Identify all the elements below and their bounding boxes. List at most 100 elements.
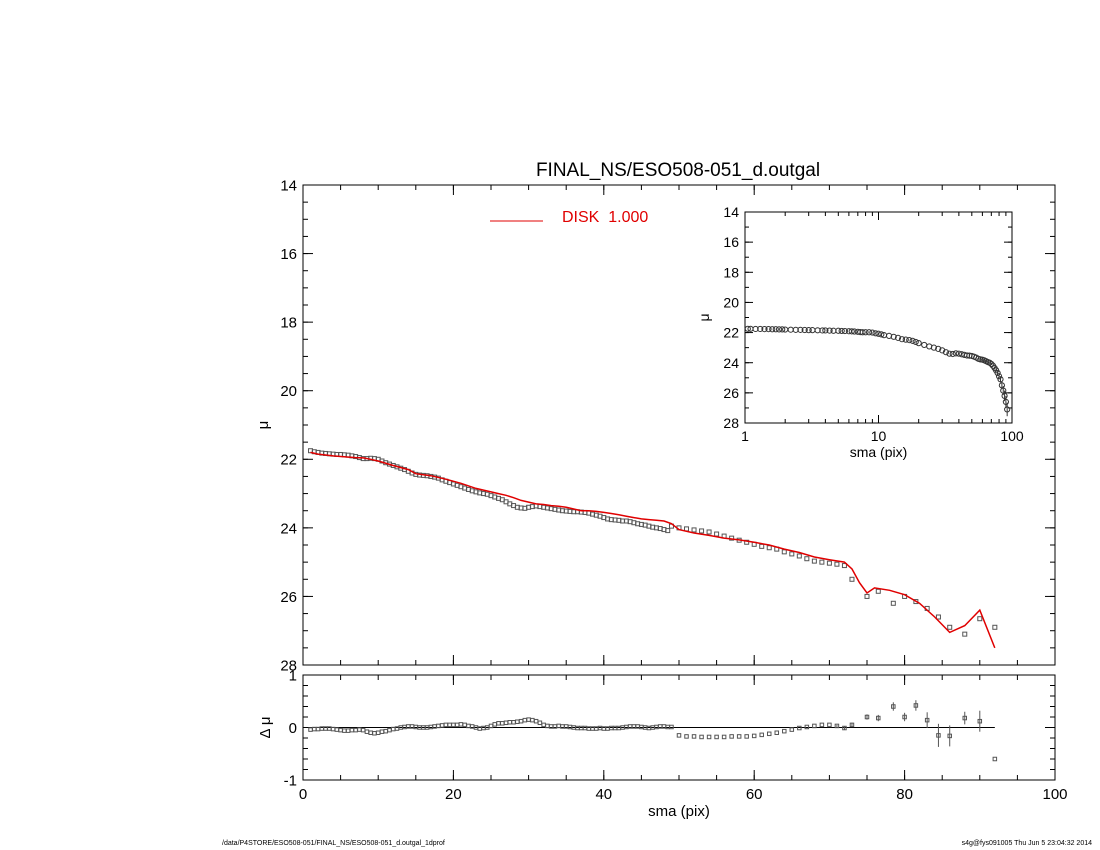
main-data-point	[759, 543, 765, 549]
residual-data-point	[819, 722, 825, 728]
residual-data-point	[721, 734, 727, 740]
residual-data-point	[759, 732, 764, 738]
main-data-point	[826, 560, 832, 566]
residual-data-point	[541, 722, 546, 728]
inset-panel: 14 16 18 20 22 24 26 281 10 100 μ sma (pix)	[696, 204, 1024, 460]
inset-y-tick-label: 14	[723, 204, 739, 220]
inset-data-point	[765, 326, 772, 333]
residual-x-tick-label: 20	[445, 786, 462, 803]
inset-data-point	[744, 325, 751, 332]
residual-data-point	[834, 723, 840, 729]
residual-data-point	[977, 718, 983, 724]
main-data-point	[890, 600, 896, 606]
main-y-axis-label: μ	[255, 421, 272, 430]
inset-y-tick-label: 26	[723, 385, 739, 401]
main-data-point	[665, 528, 671, 534]
residual-data-point	[375, 730, 381, 735]
residual-data-point	[360, 727, 366, 733]
residual-data-point	[876, 715, 881, 721]
residual-data-point	[612, 725, 618, 731]
main-data-point	[864, 593, 870, 599]
residual-data-point	[609, 725, 614, 731]
main-data-point	[977, 616, 983, 622]
residual-data-point	[744, 734, 749, 739]
residual-data-point	[992, 756, 998, 762]
residual-data-point	[729, 734, 734, 739]
residual-data-point	[842, 725, 847, 731]
inset-data-point	[869, 329, 876, 336]
inset-data-point	[952, 350, 960, 357]
residual-data-point	[458, 722, 464, 727]
residual-data-point	[676, 733, 682, 738]
inset-data-point	[915, 340, 922, 347]
inset-data-point	[792, 326, 799, 333]
inset-data-point	[946, 350, 953, 357]
residual-data-point	[699, 734, 704, 740]
residual-data-point	[462, 722, 467, 728]
residual-data-point	[503, 720, 509, 726]
inset-data-point	[819, 327, 826, 334]
inset-data-point	[1004, 406, 1011, 413]
residual-data-point	[962, 715, 968, 721]
inset-y-axis-label: μ	[696, 313, 712, 321]
residual-x-tick-label: 40	[595, 786, 612, 803]
inset-x-axis-label: sma (pix)	[850, 444, 908, 460]
residual-data-point	[582, 725, 588, 731]
inset-data-point	[761, 326, 768, 333]
residual-data-point	[402, 724, 407, 730]
main-y-tick-label: 18	[280, 315, 297, 332]
inset-data-point	[875, 330, 882, 337]
residual-data-point	[496, 721, 501, 726]
residual-x-tick-label: 60	[746, 786, 763, 803]
residual-data-point	[624, 724, 629, 730]
main-y-tick-label: 14	[280, 177, 297, 194]
residual-data-point	[669, 724, 674, 730]
residual-data-point	[797, 725, 802, 731]
main-data-point	[691, 527, 697, 533]
main-data-point	[766, 545, 772, 551]
main-data-point	[804, 556, 810, 562]
main-legend: DISK 1.000	[490, 209, 648, 226]
residual-data-point	[357, 727, 362, 732]
residual-data-point	[597, 725, 603, 731]
main-data-point	[834, 561, 840, 567]
main-data-point	[699, 528, 705, 534]
main-y-tick-label: 26	[280, 589, 297, 606]
residual-data-point	[891, 704, 896, 709]
inset-x-tick-label: 10	[871, 428, 887, 444]
inset-data-point	[769, 326, 776, 333]
residual-data-point	[447, 722, 452, 728]
residual-x-tick-label: 100	[1042, 786, 1067, 803]
residual-data-point	[353, 727, 358, 733]
residual-data-point	[812, 723, 817, 729]
residual-x-axis-label: sma (pix)	[648, 803, 710, 820]
residual-data-point	[684, 734, 689, 739]
residual-y-tick-label: 0	[289, 720, 297, 737]
footer-timestamp: s4g@fys091005 Thu Jun 5 23:04:32 2014	[961, 840, 1092, 847]
inset-data-point	[942, 349, 950, 356]
residual-data-point	[567, 724, 573, 730]
residual-data-point	[349, 727, 355, 733]
inset-data-point	[872, 330, 879, 337]
main-data-point	[744, 539, 750, 545]
main-data-point	[849, 576, 855, 582]
inset-data-point	[949, 350, 956, 358]
residual-data-point	[639, 724, 644, 730]
residual-data-point	[646, 725, 652, 731]
residual-data-point	[443, 722, 449, 728]
main-data-point	[935, 614, 941, 620]
residual-data-point	[481, 725, 486, 731]
chart-title: FINAL_NS/ESO508-051_d.outgal	[536, 160, 820, 181]
main-data-point	[992, 624, 998, 630]
inset-y-tick-label: 16	[723, 234, 739, 250]
main-y-tick-label: 22	[280, 452, 297, 469]
main-y-tick-label: 16	[280, 246, 297, 263]
main-data-point	[811, 558, 817, 564]
footer-file-path: /data/P4STORE/ESO508-051/FINAL_NS/ESO508…	[222, 840, 445, 847]
main-data-point	[962, 631, 968, 637]
main-data-point	[796, 553, 802, 559]
residual-data-point	[368, 730, 373, 735]
main-data-point	[789, 551, 795, 557]
